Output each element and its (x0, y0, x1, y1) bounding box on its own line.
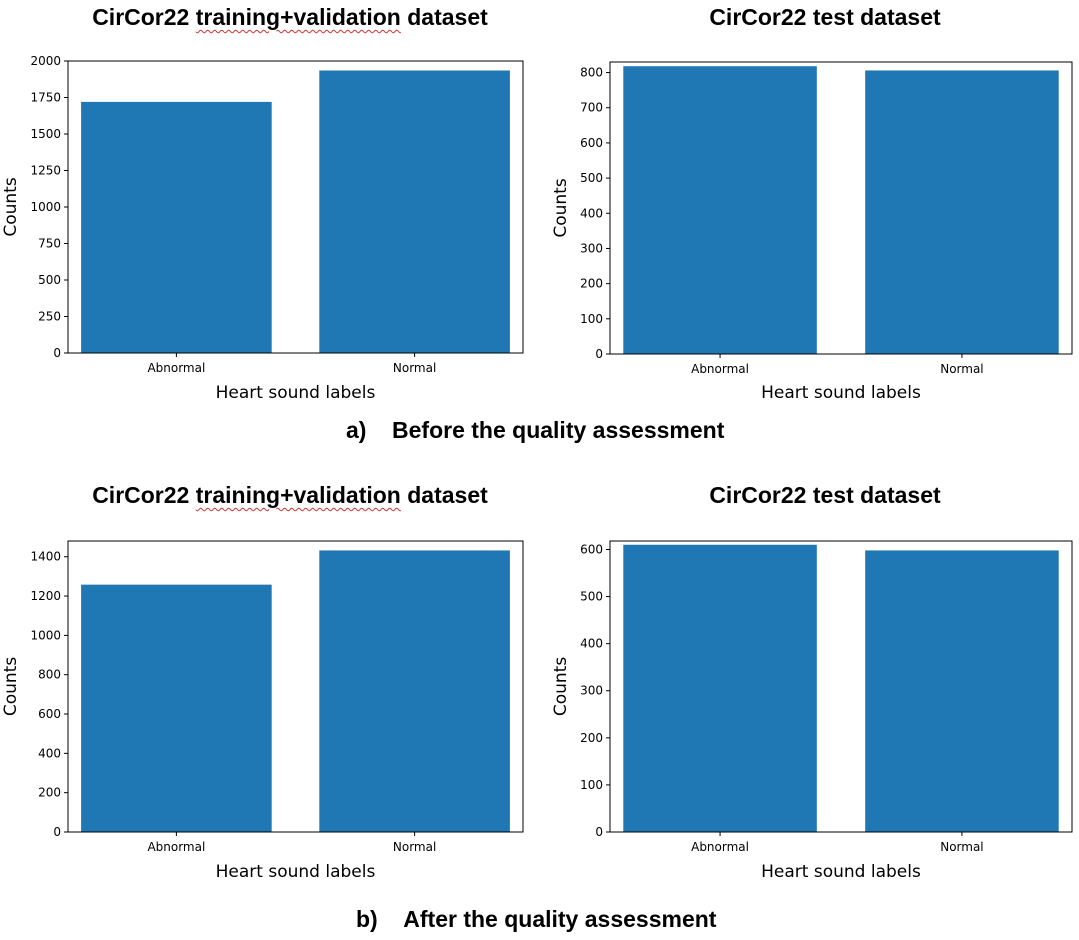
x-tick-label-abnormal: Abnormal (147, 840, 205, 854)
bar-abnormal (81, 584, 272, 832)
bar-normal (865, 550, 1059, 832)
caption-a: a) Before the quality assessment (346, 417, 724, 444)
x-axis-label: Heart sound labels (216, 862, 376, 882)
y-axis-label: Counts (1, 657, 21, 716)
title-suffix: dataset (400, 4, 488, 30)
y-tick-label: 1000 (30, 200, 61, 214)
y-tick-label: 750 (38, 237, 61, 251)
y-tick-label: 200 (38, 786, 61, 800)
y-tick-label: 500 (580, 590, 603, 604)
bar-abnormal (81, 101, 272, 353)
y-tick-label: 250 (38, 310, 61, 324)
y-tick-label: 400 (580, 206, 603, 220)
title-prefix: CirCor22 (92, 4, 196, 30)
x-tick-label-normal: Normal (393, 361, 436, 375)
chart-title-a-trainval: CirCor22 training+validation dataset (60, 4, 520, 31)
y-tick-label: 400 (38, 746, 61, 760)
y-axis-label: Counts (551, 657, 571, 716)
y-tick-label: 0 (53, 825, 61, 839)
axes-frame (609, 540, 1073, 833)
title-suffix: dataset (400, 482, 488, 508)
caption-a-text: Before the quality assessment (392, 417, 725, 443)
x-axis-label: Heart sound labels (761, 383, 921, 403)
x-axis-label: Heart sound labels (216, 383, 376, 403)
y-tick-label: 800 (580, 66, 603, 80)
y-tick-label: 500 (580, 171, 603, 185)
y-tick-label: 1000 (30, 628, 61, 642)
x-tick-label-abnormal: Abnormal (691, 362, 749, 376)
axes-frame (67, 540, 524, 833)
x-tick-label-normal: Normal (940, 840, 983, 854)
chart-title-b-trainval: CirCor22 training+validation dataset (60, 482, 520, 509)
y-tick-label: 500 (38, 273, 61, 287)
y-tick-label: 2000 (30, 54, 61, 68)
y-tick-label: 200 (580, 731, 603, 745)
y-tick-label: 200 (580, 277, 603, 291)
y-axis-label: Counts (551, 178, 571, 237)
y-tick-label: 0 (595, 825, 603, 839)
y-tick-label: 1250 (30, 164, 61, 178)
y-tick-label: 0 (53, 346, 61, 360)
title-prefix: CirCor22 test dataset (709, 4, 941, 30)
chart-panel-3: 0 100 200 300 400 500 600 Abnormal Normal Heart s… (551, 540, 1073, 882)
caption-b-letter: b) (356, 906, 378, 932)
y-tick-label: 300 (580, 241, 603, 255)
y-tick-label: 100 (580, 778, 603, 792)
chart-panel-1: 0 100 200 300 400 500 600 700 800 Abnormal Normal H… (551, 61, 1073, 403)
y-tick-label: 800 (38, 668, 61, 682)
bar-normal (865, 70, 1059, 355)
bar-abnormal (623, 66, 817, 355)
y-tick-label: 1200 (30, 589, 61, 603)
y-tick-label: 1750 (30, 91, 61, 105)
y-axis-label: Counts (1, 177, 21, 236)
y-tick-label: 600 (580, 542, 603, 556)
x-tick-label-abnormal: Abnormal (691, 840, 749, 854)
title-marked: training+validation (195, 4, 401, 30)
chart-panel-2: 0 200 400 600 800 1000 1200 1400 Abnormal Normal H… (1, 540, 524, 882)
title-prefix: CirCor22 test dataset (709, 482, 941, 508)
chart-title-b-test: CirCor22 test dataset (600, 482, 1050, 509)
x-tick-label-normal: Normal (940, 362, 983, 376)
bar-normal (319, 70, 510, 354)
y-tick-label: 100 (580, 312, 603, 326)
y-tick-label: 700 (580, 101, 603, 115)
y-tick-label: 400 (580, 637, 603, 651)
y-tick-label: 0 (595, 347, 603, 361)
caption-b-text: After the quality assessment (403, 906, 717, 932)
x-tick-label-abnormal: Abnormal (147, 361, 205, 375)
y-tick-label: 1400 (30, 550, 61, 564)
axes-frame (609, 61, 1073, 355)
bar-abnormal (623, 544, 817, 832)
chart-title-a-test: CirCor22 test dataset (600, 4, 1050, 31)
title-marked: training+validation (195, 482, 401, 508)
y-tick-label: 300 (580, 684, 603, 698)
y-tick-label: 600 (38, 707, 61, 721)
y-tick-label: 600 (580, 136, 603, 150)
y-tick-label: 1500 (30, 127, 61, 141)
x-tick-label-normal: Normal (393, 840, 436, 854)
title-prefix: CirCor22 (92, 482, 196, 508)
caption-b: b) After the quality assessment (356, 906, 716, 933)
x-axis-label: Heart sound labels (761, 862, 921, 882)
chart-panel-0: 0 250 500 750 1000 1250 1500 1750 2000 Abnormal No… (1, 54, 524, 403)
bar-normal (319, 550, 510, 832)
caption-a-letter: a) (346, 417, 367, 443)
